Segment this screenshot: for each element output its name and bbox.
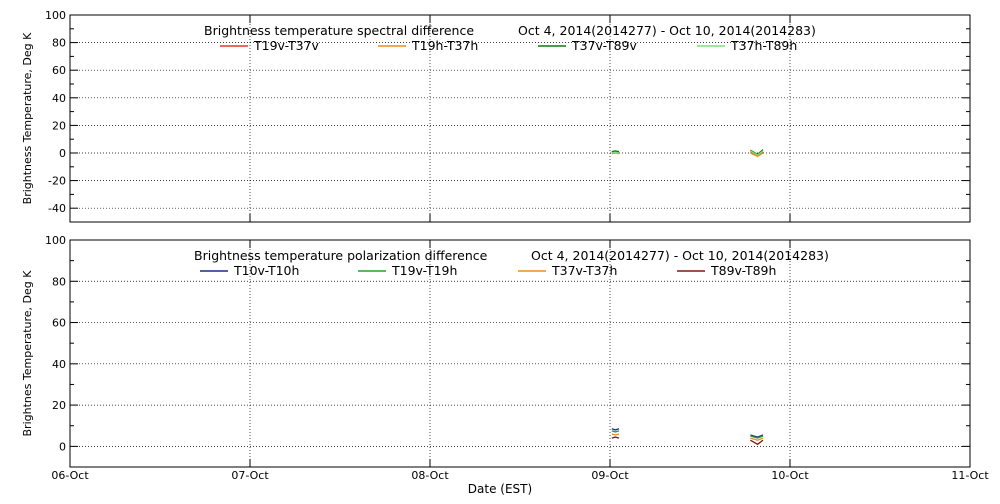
y-tick-label: 0 [59, 147, 66, 160]
legend-label: T19v-T37v [253, 38, 320, 53]
y-axis-label: Brightnes Temperature, Deg K [21, 270, 34, 437]
series-line [611, 151, 620, 154]
series-line [611, 150, 620, 153]
y-tick-label: 80 [52, 275, 66, 288]
y-tick-label: 40 [52, 358, 66, 371]
y-tick-label: 100 [45, 9, 66, 22]
series-line [750, 435, 764, 439]
plot-frame-1 [69, 14, 971, 223]
chart-title: Brightness temperature polarization diff… [194, 248, 488, 263]
series-line [750, 150, 764, 156]
y-axis-label: Brightness Temperature, Deg K [21, 32, 34, 204]
legend-label: T37h-T89h [730, 38, 797, 53]
legend-label: T19v-T19h [391, 263, 457, 278]
series-line [611, 150, 620, 153]
plot-frame-2 [69, 239, 971, 468]
series-line [611, 152, 620, 155]
series-line [750, 152, 764, 158]
legend-label: T89v-T89h [710, 263, 776, 278]
series-line [750, 439, 764, 446]
x-tick-label: 07-Oct [231, 469, 269, 482]
series-line [750, 434, 764, 438]
y-tick-label: 60 [52, 317, 66, 330]
x-tick-label: 09-Oct [591, 469, 629, 482]
y-tick-label: -40 [48, 202, 66, 215]
x-tick-label: 06-Oct [51, 469, 89, 482]
legend-label: T37v-T89v [571, 38, 638, 53]
chart-date-range: Oct 4, 2014(2014277) - Oct 10, 2014(2014… [531, 248, 829, 263]
y-tick-label: 20 [52, 399, 66, 412]
series-line [611, 433, 620, 436]
x-tick-label: 10-Oct [771, 469, 809, 482]
x-tick-label: 11-Oct [951, 469, 989, 482]
y-tick-label: 60 [52, 64, 66, 77]
series-line [611, 428, 620, 431]
x-tick-label: 08-Oct [411, 469, 449, 482]
y-tick-label: 40 [52, 92, 66, 105]
chart-date-range: Oct 4, 2014(2014277) - Oct 10, 2014(2014… [518, 23, 816, 38]
y-tick-label: -20 [48, 175, 66, 188]
series-line [750, 437, 764, 441]
series-line [611, 436, 620, 439]
chart-title: Brightness temperature spectral differen… [204, 23, 474, 38]
x-axis-label: Date (EST) [467, 482, 533, 496]
y-tick-label: 20 [52, 119, 66, 132]
y-tick-label: 100 [45, 234, 66, 247]
y-tick-label: 80 [52, 37, 66, 50]
y-tick-label: 0 [59, 440, 66, 453]
legend-label: T37v-T37h [551, 263, 617, 278]
legend-label: T19h-T37h [411, 38, 478, 53]
legend-label: T10v-T10h [233, 263, 299, 278]
series-line [611, 430, 620, 433]
